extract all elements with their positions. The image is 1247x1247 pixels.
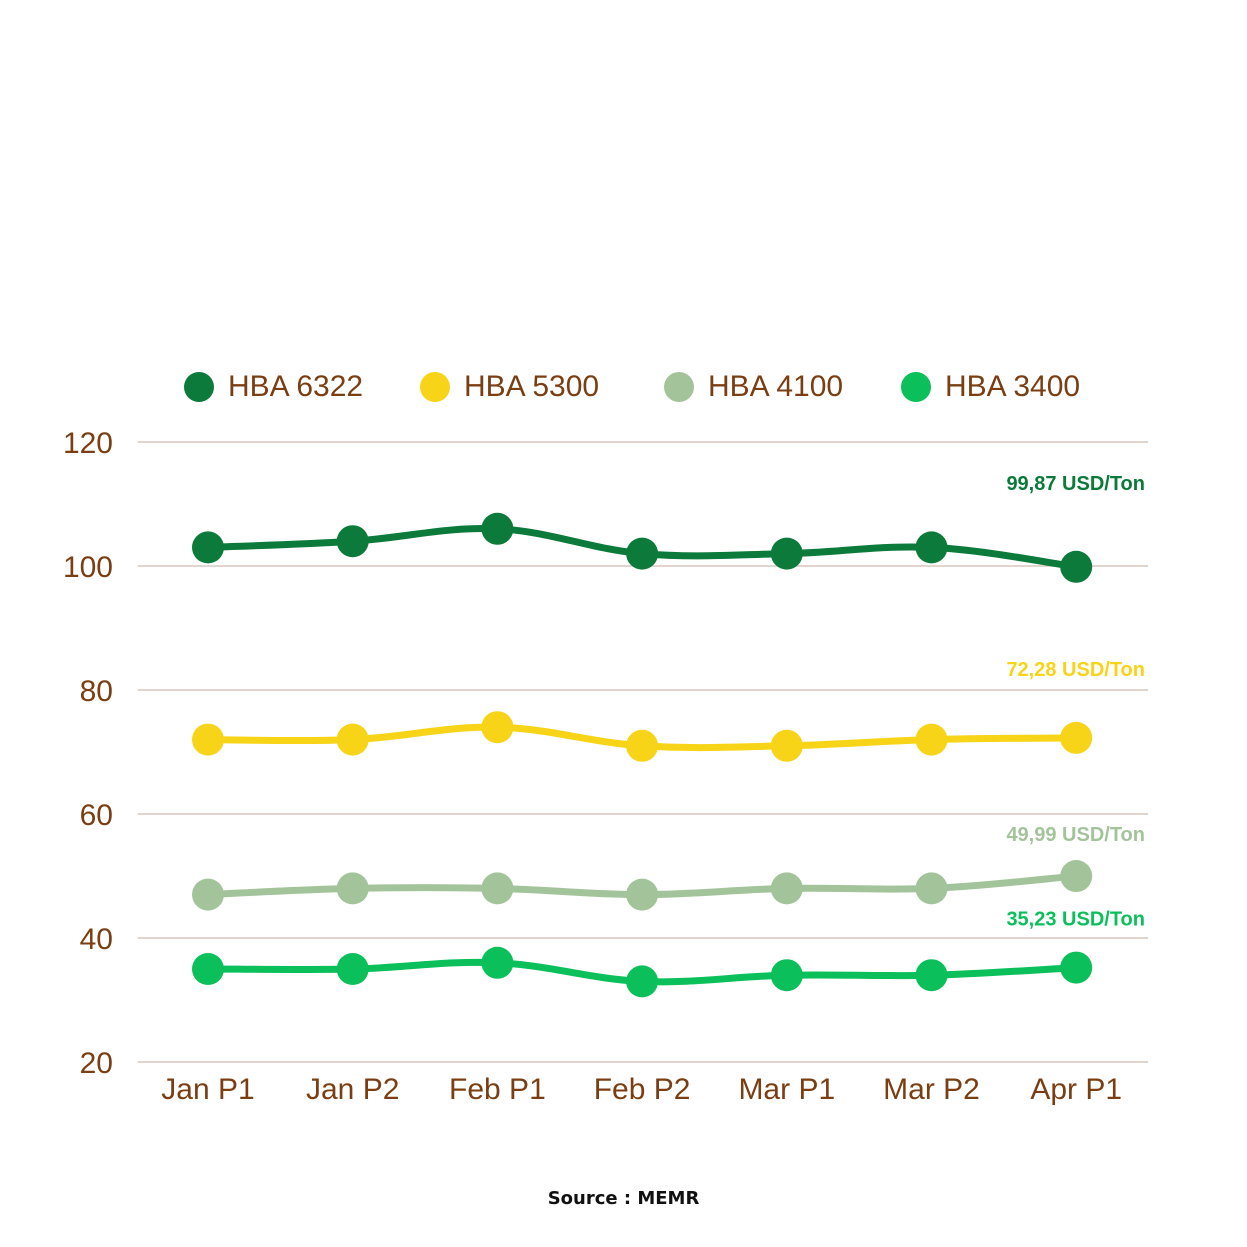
data-point [626, 965, 659, 998]
data-point [770, 537, 803, 570]
x-tick-label: Mar P2 [883, 1073, 980, 1106]
data-point [915, 723, 948, 756]
legend-marker [901, 372, 931, 402]
legend-label: HBA 5300 [464, 370, 600, 403]
series-hba-6322: 99,87 USD/Ton [192, 473, 1145, 583]
legend-item: HBA 6322 [184, 365, 363, 409]
legend-marker [184, 372, 214, 402]
y-tick-label: 100 [63, 551, 113, 584]
legend-label: HBA 6322 [228, 370, 364, 403]
legend-item: HBA 5300 [420, 365, 599, 409]
y-tick-label: 40 [80, 923, 113, 956]
x-tick-label: Jan P2 [306, 1073, 399, 1106]
data-point [481, 872, 514, 905]
data-point [626, 729, 659, 762]
data-point [915, 872, 948, 905]
data-point [1060, 550, 1093, 583]
data-point [336, 872, 369, 905]
data-point [626, 878, 659, 911]
x-tick-label: Jan P1 [161, 1073, 254, 1106]
legend-marker [420, 372, 450, 402]
legend-item: HBA 4100 [664, 365, 843, 409]
data-point [1060, 951, 1093, 984]
data-point [626, 537, 659, 570]
end-value-label: 99,87 USD/Ton [1006, 473, 1145, 495]
source-note: Source : MEMR [547, 1188, 700, 1209]
end-value-label: 72,28 USD/Ton [1006, 659, 1145, 681]
data-point [481, 946, 514, 979]
series-hba-3400: 35,23 USD/Ton [192, 909, 1145, 998]
data-point [1060, 721, 1093, 754]
end-value-label: 49,99 USD/Ton [1006, 824, 1145, 846]
data-point [915, 959, 948, 992]
data-point [192, 878, 224, 911]
x-tick-label: Apr P1 [1030, 1073, 1122, 1106]
legend-label: HBA 3400 [945, 370, 1081, 403]
end-value-label: 35,23 USD/Ton [1006, 909, 1145, 931]
data-point [336, 723, 369, 756]
data-point [770, 959, 803, 992]
gridlines: 20 40 60 80 100 120 [63, 427, 1148, 1080]
legend-marker [664, 372, 694, 402]
data-point [770, 872, 803, 905]
data-point [192, 953, 224, 985]
y-tick-label: 60 [80, 799, 113, 832]
data-point [481, 512, 514, 545]
data-point [1060, 860, 1093, 893]
legend-label: HBA 4100 [708, 370, 844, 403]
x-tick-label: Mar P1 [738, 1073, 835, 1106]
legend: HBA 6322 HBA 5300 HBA 4100 HBA 3400 [0, 365, 1247, 409]
data-point [770, 729, 803, 762]
data-point [192, 531, 224, 564]
data-point [336, 953, 369, 985]
data-point [192, 723, 224, 756]
y-tick-label: 20 [80, 1047, 113, 1080]
legend-item: HBA 3400 [901, 365, 1080, 409]
y-tick-label: 120 [63, 427, 113, 460]
y-tick-label: 80 [80, 675, 113, 708]
series-hba-5300: 72,28 USD/Ton [192, 659, 1145, 762]
series-hba-4100: 49,99 USD/Ton [192, 824, 1145, 911]
x-tick-label: Feb P1 [449, 1073, 546, 1106]
data-point [336, 525, 369, 558]
data-point [481, 711, 514, 744]
x-tick-label: Feb P2 [594, 1073, 691, 1106]
x-axis: Jan P1 Jan P2 Feb P1 Feb P2 Mar P1 Mar P2 Apr … [161, 1073, 1122, 1106]
data-point [915, 531, 948, 564]
